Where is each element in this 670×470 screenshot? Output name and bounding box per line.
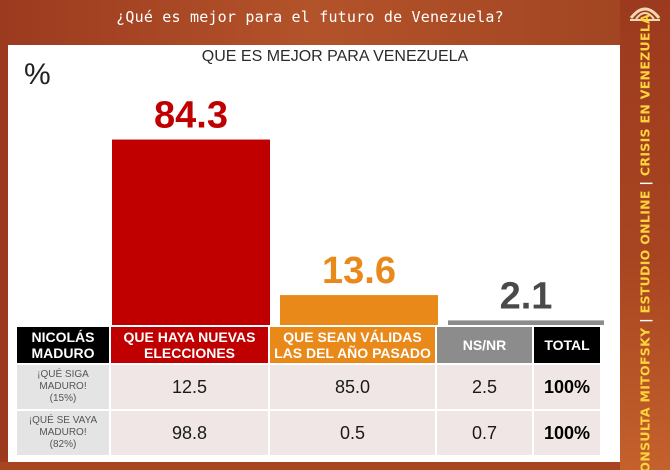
- bar-value-label: 2.1: [500, 275, 553, 317]
- cell-validas-ano-pasado: 0.5: [268, 409, 437, 457]
- cell-validas-ano-pasado: 85.0: [268, 363, 437, 411]
- bar-2: [280, 295, 438, 325]
- row-label-line: ¡QUÉ SIGA: [37, 369, 89, 380]
- header-line: MADURO: [31, 345, 95, 361]
- table-row: ¡QUÉ SE VAYA MADURO! (82%) 98.8 0.5 0.7 …: [15, 409, 602, 457]
- chart-title: QUE ES MEJOR PARA VENEZUELA: [201, 48, 469, 65]
- breakdown-table: NICOLÁS MADURO QUE HAYA NUEVAS ELECCIONE…: [15, 325, 602, 457]
- unit-label: %: [24, 58, 51, 91]
- cell-nuevas-elecciones: 98.8: [109, 409, 270, 457]
- row-label-line: ¡QUÉ SE VAYA: [28, 415, 98, 426]
- header-ns-nr: NS/NR: [435, 325, 534, 365]
- row-label-vaya: ¡QUÉ SE VAYA MADURO! (82%): [15, 409, 111, 457]
- header-line: QUE SEAN VÁLIDAS: [283, 329, 422, 345]
- header-line: ELECCIONES: [143, 345, 235, 361]
- bar-3: [448, 320, 604, 325]
- header-nuevas-elecciones: QUE HAYA NUEVAS ELECCIONES: [109, 325, 270, 365]
- bottom-border-strip: [0, 462, 620, 470]
- cell-ns-nr: 0.7: [435, 409, 534, 457]
- right-side-banner: [620, 0, 670, 470]
- header-line: LAS DEL AÑO PASADO: [274, 345, 431, 361]
- mitofsky-logo-icon: [629, 7, 661, 21]
- table-header-row: NICOLÁS MADURO QUE HAYA NUEVAS ELECCIONE…: [15, 325, 602, 365]
- bar-1: [112, 139, 270, 325]
- header-validas-ano-pasado: QUE SEAN VÁLIDAS LAS DEL AÑO PASADO: [268, 325, 437, 365]
- row-label-line: MADURO!: [39, 427, 87, 438]
- bar-value-label: 13.6: [322, 250, 396, 292]
- header-line: QUE HAYA NUEVAS: [123, 329, 256, 345]
- cell-ns-nr: 2.5: [435, 363, 534, 411]
- row-label-share: (15%): [49, 393, 77, 404]
- header-nicolas-maduro: NICOLÁS MADURO: [15, 325, 111, 365]
- row-label-siga: ¡QUÉ SIGA MADURO! (15%): [15, 363, 111, 411]
- bar-value-label: 84.3: [154, 95, 228, 137]
- question-header: ¿Qué es mejor para el futuro de Venezuel…: [0, 0, 620, 45]
- left-border-strip: [0, 0, 8, 470]
- header-line: NICOLÁS: [31, 329, 95, 345]
- cell-nuevas-elecciones: 12.5: [109, 363, 270, 411]
- row-label-line: MADURO!: [39, 381, 87, 392]
- row-label-share: (82%): [49, 439, 77, 450]
- cell-total: 100%: [532, 409, 602, 457]
- question-text: ¿Qué es mejor para el futuro de Venezuel…: [116, 7, 504, 26]
- cell-total: 100%: [532, 363, 602, 411]
- table-row: ¡QUÉ SIGA MADURO! (15%) 12.5 85.0 2.5 10…: [15, 363, 602, 411]
- header-total: TOTAL: [532, 325, 602, 365]
